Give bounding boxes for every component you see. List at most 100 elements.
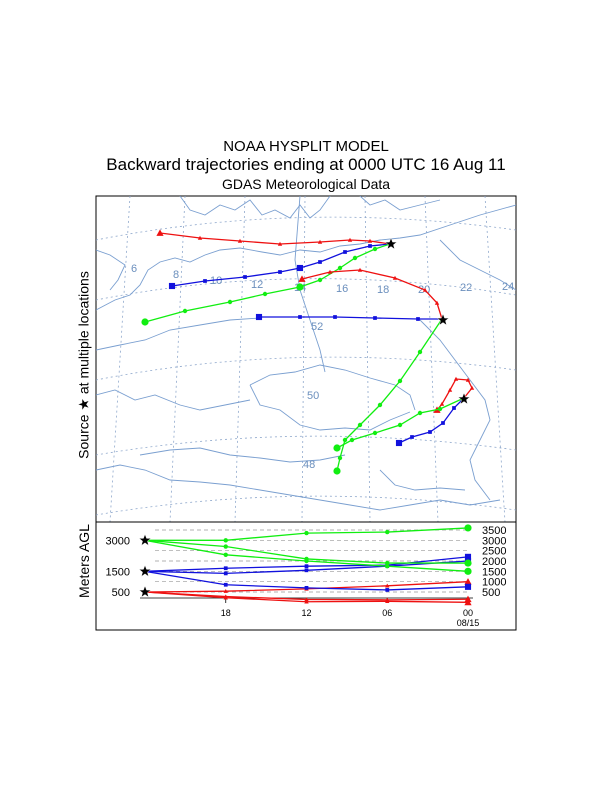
agl-time-label: 18 — [221, 608, 231, 618]
agl-end-marker — [464, 567, 472, 575]
agl-point — [385, 560, 390, 566]
lat-label: 52 — [311, 321, 323, 333]
agl-left-label: 1500 — [106, 566, 130, 578]
title-met-data: GDAS Meteorological Data — [221, 176, 391, 192]
trajectory-point — [243, 275, 247, 279]
agl-point — [223, 588, 228, 593]
trajectory-red-0 — [159, 232, 391, 245]
trajectory-layer — [141, 229, 475, 475]
trajectory-point — [327, 269, 333, 274]
trajectory-point — [410, 435, 414, 439]
lat-label: 50 — [307, 390, 319, 402]
agl-right-label: 1000 — [482, 577, 506, 589]
trajectory-point — [197, 235, 203, 240]
trajectory-start-marker — [298, 275, 306, 282]
agl-point — [304, 597, 309, 602]
map-frame — [95, 195, 517, 523]
agl-right-label: 2000 — [482, 556, 506, 568]
trajectory-point — [227, 299, 233, 305]
agl-point — [385, 588, 390, 592]
trajectory-point — [373, 316, 377, 320]
trajectory-point — [337, 265, 343, 271]
agl-point — [223, 566, 228, 571]
agl-point — [223, 544, 228, 549]
trajectory-start-marker — [156, 229, 164, 236]
trajectory-point — [434, 300, 440, 305]
trajectory-point — [372, 246, 378, 252]
trajectory-point — [318, 260, 322, 264]
trajectory-point — [298, 315, 302, 319]
trajectory-point — [417, 410, 423, 416]
agl-time-label: 06 — [382, 608, 392, 618]
trajectory-point — [357, 267, 363, 272]
trajectory-point — [333, 315, 337, 319]
agl-end-marker — [464, 583, 472, 590]
agl-point — [304, 558, 309, 564]
trajectory-start-marker — [141, 318, 149, 326]
agl-end-marker — [464, 598, 472, 606]
trajectory-point — [368, 244, 372, 248]
graticule — [96, 196, 516, 522]
trajectory-start-marker — [395, 439, 403, 447]
map-content: 6 8 10 12 14 16 18 20 22 24 52 50 48 — [96, 196, 516, 522]
agl-point — [304, 585, 309, 590]
agl-point — [304, 530, 309, 536]
trajectory-point — [367, 238, 373, 243]
lon-label: 16 — [336, 283, 348, 295]
agl-point — [223, 538, 228, 543]
agl-end-marker — [464, 553, 472, 560]
agl-right-label: 1500 — [482, 566, 506, 578]
trajectory-point — [441, 421, 445, 425]
trajectory-point — [417, 349, 423, 355]
trajectory-point — [357, 422, 363, 428]
agl-point — [304, 564, 309, 569]
trajectory-point — [278, 270, 282, 274]
trajectory-point — [343, 250, 347, 254]
trajectory-point — [437, 406, 443, 412]
trajectory-point — [377, 402, 383, 408]
agl-point — [385, 563, 390, 569]
lon-label: 6 — [131, 263, 137, 275]
trajectory-point — [342, 437, 348, 443]
trajectory-start-marker — [333, 467, 341, 475]
lon-label: 10 — [210, 275, 222, 287]
trajectory-point — [447, 387, 453, 392]
trajectory-point — [392, 275, 398, 280]
trajectory-point — [203, 279, 207, 283]
trajectory-start-marker — [333, 444, 341, 452]
lon-label: 8 — [173, 269, 179, 281]
trajectory-point — [347, 237, 353, 242]
trajectory-point — [397, 422, 403, 428]
trajectory-point — [349, 437, 355, 443]
agl-time-label: 12 — [301, 608, 311, 618]
agl-left-label: 3000 — [106, 535, 130, 547]
trajectory-point — [237, 238, 243, 243]
trajectory-point — [416, 317, 420, 321]
trajectory-point — [262, 291, 268, 297]
agl-point — [223, 552, 228, 557]
lon-label: 22 — [460, 282, 472, 294]
agl-right-label: 2500 — [482, 546, 506, 558]
agl-left-label: 500 — [112, 587, 130, 599]
trajectory-point — [182, 308, 188, 314]
agl-series-layer — [138, 524, 472, 606]
trajectory-point — [452, 406, 456, 410]
agl-right-label: 3500 — [482, 525, 506, 537]
title-trajectories: Backward trajectories ending at 0000 UTC… — [106, 155, 506, 174]
agl-right-label: 3000 — [482, 535, 506, 547]
agl-end-marker — [464, 524, 472, 532]
trajectory-point — [453, 376, 459, 381]
agl-point — [385, 599, 390, 604]
lat-label: 48 — [303, 459, 315, 471]
trajectory-point — [317, 277, 323, 283]
agl-time-label: 00 — [463, 608, 473, 618]
agl-point — [223, 582, 228, 587]
trajectory-green-2 — [299, 243, 391, 288]
trajectory-point — [439, 401, 445, 406]
lon-label: 12 — [251, 279, 263, 291]
lon-label: 18 — [377, 284, 389, 296]
agl-date-label: 08/15 — [457, 618, 480, 628]
agl-point — [304, 568, 309, 573]
trajectory-start-marker — [255, 313, 263, 321]
